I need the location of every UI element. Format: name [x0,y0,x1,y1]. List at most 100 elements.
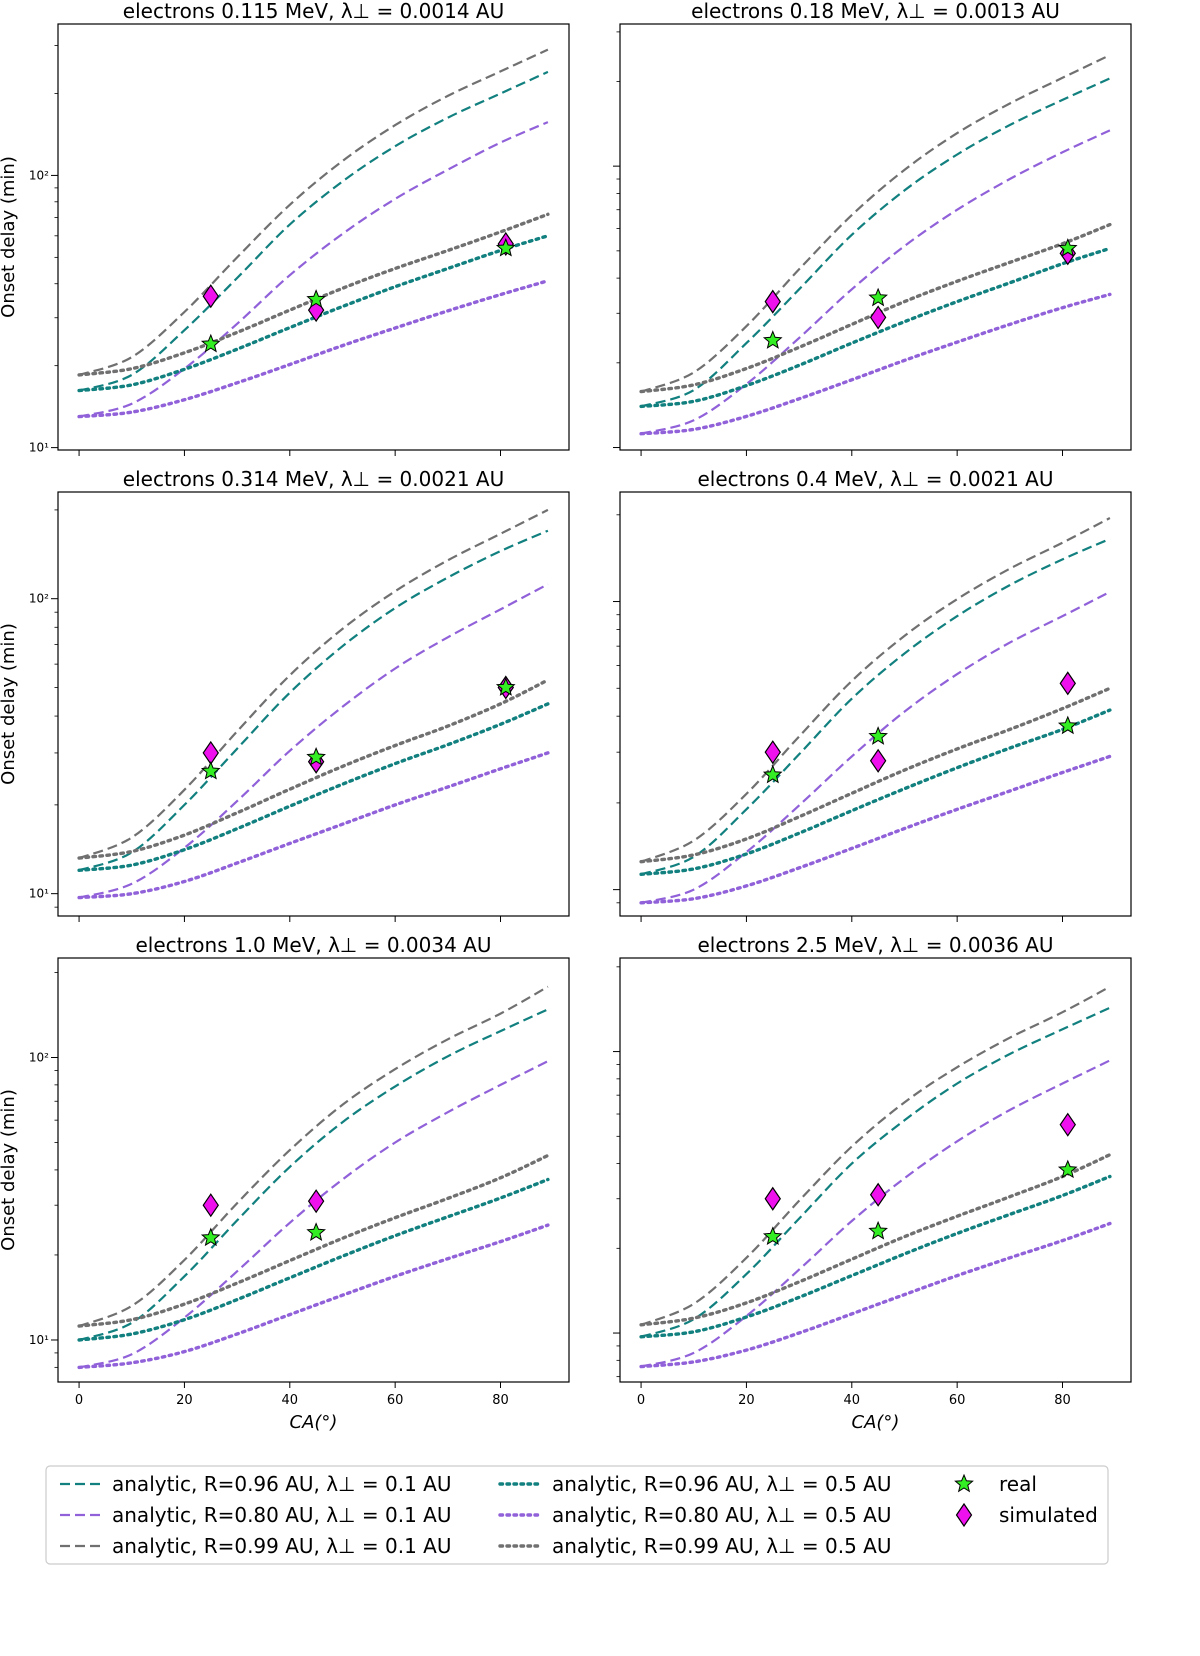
legend-label: analytic, R=0.99 AU, λ⊥ = 0.1 AU [112,1534,451,1558]
simulated-point [202,284,219,309]
simulated-point [1059,671,1077,696]
x-axis-label: CA(°) [852,1412,900,1433]
simulated-point [764,289,781,314]
x-tick-label: 80 [1054,1393,1071,1408]
series-line-a99_01 [78,508,549,860]
real-point [762,1226,783,1245]
series-line-a80_01 [640,129,1111,435]
subplot-2: electrons 0.18 MeV, λ⊥ = 0.0013 AU [613,0,1132,456]
axes-frame [57,491,570,917]
legend-label: simulated [999,1503,1098,1527]
legend-entry-a80_01: analytic, R=0.80 AU, λ⊥ = 0.1 AU [60,1503,451,1527]
subplot-6: electrons 2.5 MeV, λ⊥ = 0.0036 AU 0 20 40 60… [613,933,1132,1433]
series-lines [639,517,1112,905]
series-lines [639,54,1112,436]
series-line-a80_05 [77,751,550,900]
real-point [762,330,783,349]
subplot-4: electrons 0.4 MeV, λ⊥ = 0.0021 AU [613,467,1132,922]
x-tick-label: 0 [637,1393,645,1408]
x-tick-label: 40 [844,1393,861,1408]
series-line-a80_01 [78,583,549,899]
legend-entry-a96_01: analytic, R=0.96 AU, λ⊥ = 0.1 AU [60,1472,451,1496]
real-point [306,746,326,766]
simulated-point [869,305,887,330]
series-lines [77,985,550,1370]
series-line-a96_05 [77,234,550,393]
series-line-a96_05 [639,246,1112,409]
real-point [868,287,888,307]
series-line-a99_01 [78,985,549,1328]
x-axis [78,450,502,456]
legend-label: analytic, R=0.99 AU, λ⊥ = 0.5 AU [552,1534,891,1558]
series-line-a80_05 [77,279,550,419]
x-axis-label: CA(°) [290,1412,338,1433]
series-line-a96_01 [640,1006,1111,1338]
axes-frame [57,957,570,1383]
x-tick-label: 40 [282,1393,299,1408]
axes-frame [57,23,570,451]
series-line-a80_05 [639,292,1112,436]
legend-diamond-marker [955,1502,973,1528]
subplot-5: electrons 1.0 MeV, λ⊥ = 0.0034 AU 10¹ 10² 0… [0,933,570,1433]
series-line-a96_01 [78,529,549,872]
subplot-title: electrons 2.5 MeV, λ⊥ = 0.0036 AU [698,933,1054,957]
real-point [495,677,516,696]
series-line-a80_05 [639,1221,1112,1369]
legend-frame [45,1465,1109,1565]
y-axis: 10¹ 10² [29,45,58,455]
y-tick-label: 10² [29,168,49,182]
legend-entry-real: real [954,1472,1037,1496]
legend-label: real [999,1472,1037,1496]
x-axis [640,916,1064,922]
y-tick-label: 10¹ [29,441,49,455]
real-point [306,289,326,308]
real-point [200,760,221,780]
series-line-a80_01 [78,121,549,418]
x-axis [640,450,1064,456]
axes-frame [619,23,1132,451]
simulated-point [869,748,887,773]
simulated-point [202,1193,219,1218]
simulated-point [764,1186,781,1211]
series-line-a99_01 [78,48,549,376]
x-axis: 0 20 40 60 80 [637,1382,1071,1408]
legend: analytic, R=0.96 AU, λ⊥ = 0.1 AU analytic… [45,1465,1109,1565]
subplot-title: electrons 1.0 MeV, λ⊥ = 0.0034 AU [136,933,492,957]
real-point [868,726,888,745]
real-point [200,1227,221,1247]
simulated-point [764,740,781,765]
series-line-a96_01 [78,1008,549,1342]
subplot-grid: electrons 0.115 MeV, λ⊥ = 0.0014 AU10¹10… [0,0,1132,1433]
legend-label: analytic, R=0.96 AU, λ⊥ = 0.5 AU [552,1472,891,1496]
real-point [762,764,783,784]
series-line-a99_01 [640,54,1111,393]
series-line-a96_01 [640,77,1111,408]
series-line-a99_05 [639,686,1112,864]
x-tick-label: 20 [176,1393,193,1408]
real-point [200,333,221,353]
y-axis: 10¹ 10² [29,509,58,908]
real-point [868,1220,888,1240]
markers [200,1189,326,1247]
legend-entry-a99_01: analytic, R=0.99 AU, λ⊥ = 0.1 AU [60,1534,451,1558]
y-axis-label: Onset delay (min) [0,156,19,318]
real-point [1057,1159,1078,1179]
series-line-a96_01 [78,70,549,392]
axes-frame [619,957,1132,1383]
subplot-title: electrons 0.314 MeV, λ⊥ = 0.0021 AU [123,467,504,491]
x-axis: 0 20 40 60 80 [75,1382,509,1408]
series-line-a80_01 [640,590,1111,904]
legend-star-marker [954,1473,974,1493]
real-point [306,1222,326,1241]
markers [200,231,516,353]
series-line-a96_05 [77,702,550,872]
simulated-point [1059,1112,1077,1137]
series-line-a99_05 [77,1153,550,1328]
simulated-point [307,1189,325,1214]
markers [762,238,1078,349]
series-line-a96_05 [639,708,1112,876]
subplot-title: electrons 0.4 MeV, λ⊥ = 0.0021 AU [698,467,1054,491]
series-line-a99_05 [77,678,550,860]
y-tick-label: 10² [29,1050,49,1064]
x-tick-label: 0 [75,1393,83,1408]
